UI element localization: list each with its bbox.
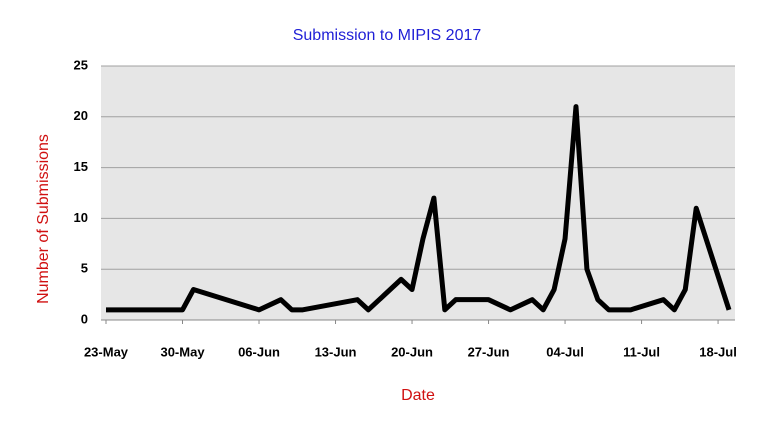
y-tick-label: 20 (74, 108, 88, 123)
x-axis-label: Date (401, 387, 435, 404)
x-tick-label: 23-May (84, 344, 129, 359)
data-line (106, 104, 732, 313)
x-tick-label: 27-Jun (468, 344, 510, 359)
x-tick-label: 13-Jun (315, 344, 357, 359)
y-tick-label: 15 (74, 159, 88, 174)
y-axis-label: Number of Submissions (35, 134, 52, 304)
y-tick-label: 5 (81, 261, 88, 276)
x-tick-label: 20-Jun (391, 344, 433, 359)
x-tick-label: 11-Jul (623, 344, 660, 359)
x-tick-label: 30-May (160, 344, 205, 359)
y-tick-label: 10 (74, 210, 88, 225)
x-tick-label: 04-Jul (546, 344, 584, 359)
plot-area (101, 66, 735, 320)
chart-title: Submission to MIPIS 2017 (293, 27, 482, 44)
x-tick-label: 18-Jul (699, 344, 737, 359)
x-tick-label: 06-Jun (238, 344, 280, 359)
y-tick-label: 25 (74, 57, 88, 72)
y-tick-label: 0 (81, 311, 88, 326)
